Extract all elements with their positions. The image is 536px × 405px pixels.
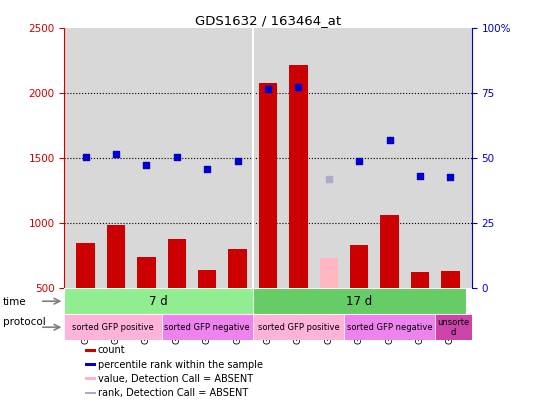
Bar (161, 314, 253, 340)
Text: time: time (3, 297, 26, 307)
Text: count: count (98, 345, 125, 356)
Bar (344, 314, 435, 340)
Text: sorted GFP positive: sorted GFP positive (257, 323, 339, 332)
Bar (350, 245, 368, 288)
Point (446, 174, 455, 180)
Text: 7 d: 7 d (149, 295, 168, 308)
Bar (64, 288, 253, 314)
Text: percentile rank within the sample: percentile rank within the sample (98, 360, 263, 370)
Bar (319, 258, 338, 288)
Point (385, 137, 394, 143)
Bar (253, 288, 466, 314)
Text: value, Detection Call = ABSENT: value, Detection Call = ABSENT (98, 374, 252, 384)
Text: sorted GFP positive: sorted GFP positive (72, 323, 154, 332)
Bar (381, 215, 399, 288)
Point (264, 85, 272, 92)
Point (81, 154, 90, 160)
Bar (259, 83, 277, 288)
Bar (64, 314, 161, 340)
Point (203, 165, 212, 172)
Point (142, 162, 151, 168)
Text: 17 d: 17 d (346, 295, 373, 308)
Bar (85, 392, 96, 394)
Text: sorted GFP negative: sorted GFP negative (347, 323, 433, 332)
Point (173, 154, 181, 160)
Bar (85, 377, 96, 380)
Bar (137, 257, 155, 288)
Bar (441, 271, 459, 288)
Text: sorted GFP negative: sorted GFP negative (165, 323, 250, 332)
Bar (435, 314, 472, 340)
Point (324, 176, 333, 182)
Bar (228, 249, 247, 288)
Bar (85, 363, 96, 366)
Point (111, 151, 120, 158)
Bar (198, 270, 217, 288)
Title: GDS1632 / 163464_at: GDS1632 / 163464_at (195, 14, 341, 27)
Point (355, 158, 363, 164)
Text: unsorte
d: unsorte d (437, 318, 470, 337)
Text: rank, Detection Call = ABSENT: rank, Detection Call = ABSENT (98, 388, 248, 398)
Point (416, 173, 425, 180)
Bar (107, 225, 125, 288)
Point (233, 158, 242, 164)
Point (294, 83, 303, 90)
Bar (168, 239, 186, 288)
Bar (289, 65, 308, 288)
Bar (411, 272, 429, 288)
Bar (77, 243, 95, 288)
Bar (85, 349, 96, 352)
Text: protocol: protocol (3, 317, 46, 327)
Bar (253, 314, 344, 340)
